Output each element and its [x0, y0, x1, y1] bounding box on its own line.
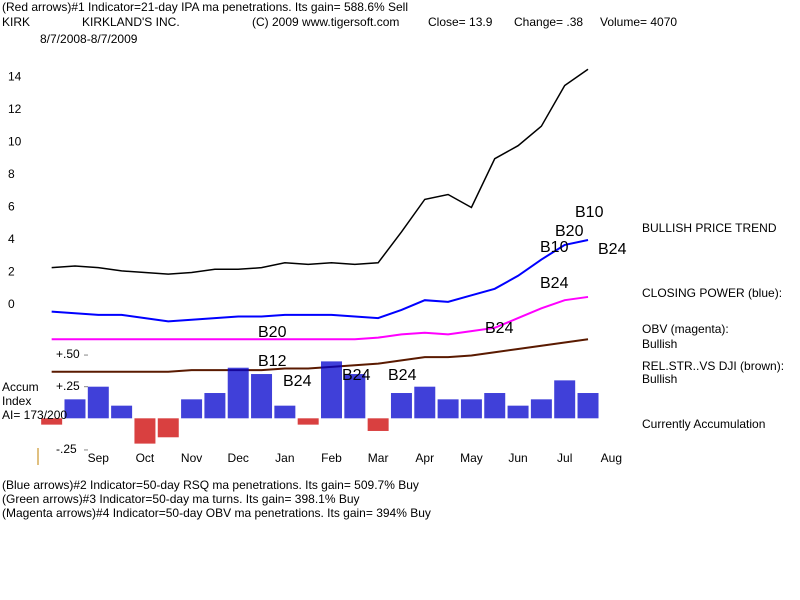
accum-bar — [87, 386, 109, 419]
accum-bar — [181, 399, 203, 419]
signal-label: B24 — [342, 367, 371, 384]
x-tick-label: Apr — [415, 451, 434, 465]
y-tick-label: 10 — [8, 135, 22, 149]
x-tick-label: May — [460, 451, 483, 465]
signal-label: B24 — [598, 241, 627, 258]
signal-label: B24 — [485, 320, 514, 337]
y-tick-label: -.25 — [56, 442, 77, 456]
accum-bar — [41, 418, 63, 425]
accum-bar — [297, 418, 319, 425]
signal-label: B10 — [540, 239, 569, 256]
accum-bar — [507, 405, 529, 419]
x-tick-label: Sep — [88, 451, 110, 465]
series-line — [51, 68, 589, 275]
volume: Volume= 4070 — [600, 15, 677, 29]
accum-bar — [204, 393, 226, 419]
y-tick-label: 14 — [8, 70, 22, 84]
x-tick-label: Mar — [368, 451, 389, 465]
accum-bar — [554, 380, 576, 419]
signal-label: B20 — [258, 324, 287, 341]
side-label: OBV (magenta): — [642, 322, 729, 336]
side-label: Bullish — [642, 372, 677, 386]
accum-bar — [157, 418, 179, 438]
side-label: Currently Accumulation — [642, 417, 765, 431]
accum-bar — [367, 418, 389, 431]
x-tick-label: Oct — [136, 451, 155, 465]
y-tick-label: 12 — [8, 102, 22, 116]
accum-label: Accum — [2, 380, 39, 394]
signal-label: B24 — [388, 367, 417, 384]
date-range: 8/7/2008-8/7/2009 — [40, 32, 138, 46]
footer-line: (Green arrows)#3 Indicator=50-day ma tur… — [2, 492, 360, 506]
accum-bar — [577, 393, 599, 419]
series-line — [51, 295, 589, 341]
side-label: BULLISH PRICE TREND — [642, 221, 777, 235]
accum-bar — [460, 399, 482, 419]
accum-bar — [390, 393, 412, 419]
x-tick-label: Feb — [321, 451, 342, 465]
y-tick-label: 8 — [8, 167, 15, 181]
accum-bar — [414, 386, 436, 419]
side-label: CLOSING POWER (blue): — [642, 286, 782, 300]
accum-bar — [484, 393, 506, 419]
y-tick-label: 2 — [8, 265, 15, 279]
y-tick-label: +.25 — [56, 379, 80, 393]
change: Change= .38 — [514, 15, 583, 29]
accum-bar — [344, 374, 366, 419]
copyright: (C) 2009 www.tigersoft.com — [252, 15, 399, 29]
footer-line: (Blue arrows)#2 Indicator=50-day RSQ ma … — [2, 478, 419, 492]
x-tick-label: Jun — [508, 451, 527, 465]
x-tick-label: Aug — [601, 451, 622, 465]
y-tick-label: +.50 — [56, 347, 80, 361]
x-tick-label: Jan — [275, 451, 294, 465]
accum-label: AI= 173/200 — [2, 408, 67, 422]
signal-label: B24 — [540, 275, 569, 292]
signal-label: B20 — [555, 223, 584, 240]
y-tick-label: 0 — [8, 297, 15, 311]
x-tick-label: Nov — [181, 451, 202, 465]
accum-bar — [111, 405, 133, 419]
symbol: KIRK — [2, 15, 30, 29]
accum-bar — [251, 374, 273, 419]
accum-bar — [321, 361, 342, 419]
side-label: REL.STR..VS DJI (brown): — [642, 359, 784, 373]
accum-bar — [64, 399, 86, 419]
series-line — [51, 239, 589, 323]
y-tick-label: 4 — [8, 232, 15, 246]
company: KIRKLAND'S INC. — [82, 15, 180, 29]
side-label: Bullish — [642, 337, 677, 351]
accum-bar — [530, 399, 552, 419]
signal-label: B24 — [283, 373, 312, 390]
x-tick-label: Jul — [557, 451, 572, 465]
accum-bar — [227, 367, 249, 419]
series-line — [51, 338, 589, 373]
y-tick-label: 6 — [8, 200, 15, 214]
signal-label: B10 — [575, 204, 604, 221]
accum-bar — [274, 405, 296, 419]
footer-line: (Magenta arrows)#4 Indicator=50-day OBV … — [2, 506, 431, 520]
close: Close= 13.9 — [428, 15, 493, 29]
accum-label: Index — [2, 394, 31, 408]
header-line: (Red arrows)#1 Indicator=21-day IPA ma p… — [2, 0, 408, 14]
accum-bar — [437, 399, 459, 419]
signal-label: B12 — [258, 353, 287, 370]
x-tick-label: Dec — [228, 451, 249, 465]
accum-bar — [134, 418, 156, 444]
